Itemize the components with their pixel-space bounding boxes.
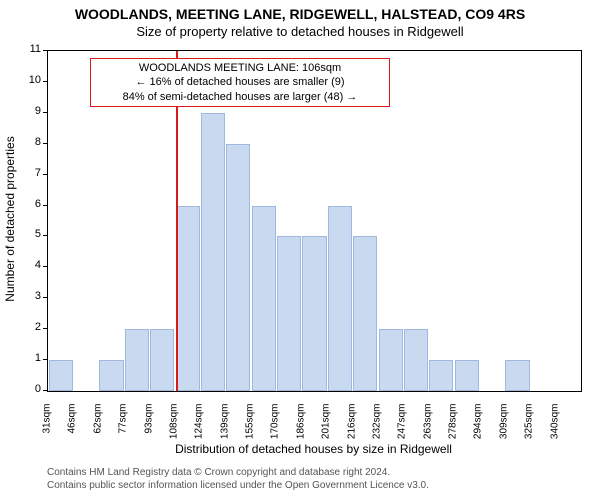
- histogram-bar: [505, 360, 529, 391]
- x-tick-label: 186sqm: [295, 404, 306, 454]
- histogram-bar: [176, 206, 200, 391]
- y-tick-label: 2: [23, 321, 41, 333]
- histogram-bar: [328, 206, 352, 391]
- histogram-bar: [226, 144, 250, 391]
- x-tick-label: 263sqm: [422, 404, 433, 454]
- x-tick-label: 62sqm: [92, 404, 103, 454]
- y-tick-label: 4: [23, 259, 41, 271]
- y-tick-label: 1: [23, 352, 41, 364]
- x-tick-label: 46sqm: [67, 404, 78, 454]
- footer-line: Contains HM Land Registry data © Crown c…: [47, 466, 429, 479]
- histogram-bar: [353, 236, 377, 391]
- x-tick-label: 247sqm: [397, 404, 408, 454]
- histogram-bar: [302, 236, 326, 391]
- annotation-line: WOODLANDS MEETING LANE: 106sqm: [95, 61, 385, 75]
- histogram-bar: [99, 360, 123, 391]
- histogram-bar: [404, 329, 428, 391]
- chart-container: WOODLANDS, MEETING LANE, RIDGEWELL, HALS…: [0, 0, 600, 500]
- y-tick-label: 11: [23, 43, 41, 55]
- x-tick-label: 340sqm: [549, 404, 560, 454]
- x-tick-label: 155sqm: [245, 404, 256, 454]
- y-tick-label: 7: [23, 167, 41, 179]
- y-tick-label: 3: [23, 290, 41, 302]
- footer-text: Contains HM Land Registry data © Crown c…: [47, 466, 429, 492]
- y-tick-label: 9: [23, 105, 41, 117]
- chart-title: WOODLANDS, MEETING LANE, RIDGEWELL, HALS…: [0, 6, 600, 22]
- annotation-box: WOODLANDS MEETING LANE: 106sqm← 16% of d…: [90, 58, 390, 107]
- histogram-bar: [277, 236, 301, 391]
- footer-line: Contains public sector information licen…: [47, 479, 429, 492]
- x-tick-label: 31sqm: [42, 404, 53, 454]
- x-tick-label: 325sqm: [524, 404, 535, 454]
- histogram-bar: [201, 113, 225, 391]
- annotation-line: ← 16% of detached houses are smaller (9): [95, 75, 385, 89]
- annotation-line: 84% of semi-detached houses are larger (…: [95, 90, 385, 104]
- y-axis-label: Number of detached properties: [3, 119, 17, 319]
- histogram-bar: [150, 329, 174, 391]
- x-tick-label: 216sqm: [346, 404, 357, 454]
- x-tick-label: 201sqm: [321, 404, 332, 454]
- chart-subtitle: Size of property relative to detached ho…: [0, 24, 600, 39]
- x-tick-label: 93sqm: [143, 404, 154, 454]
- histogram-bar: [379, 329, 403, 391]
- histogram-bar: [429, 360, 453, 391]
- x-tick-label: 278sqm: [448, 404, 459, 454]
- x-tick-label: 124sqm: [194, 404, 205, 454]
- histogram-bar: [49, 360, 73, 391]
- x-tick-label: 77sqm: [118, 404, 129, 454]
- y-tick-label: 5: [23, 228, 41, 240]
- x-tick-label: 139sqm: [219, 404, 230, 454]
- x-tick-label: 108sqm: [168, 404, 179, 454]
- histogram-bar: [125, 329, 149, 391]
- y-tick-label: 10: [23, 74, 41, 86]
- histogram-bar: [252, 206, 276, 391]
- y-tick-label: 8: [23, 136, 41, 148]
- x-tick-label: 232sqm: [371, 404, 382, 454]
- x-tick-label: 309sqm: [498, 404, 509, 454]
- x-tick-label: 294sqm: [473, 404, 484, 454]
- x-tick-label: 170sqm: [270, 404, 281, 454]
- histogram-bar: [455, 360, 479, 391]
- y-tick-label: 0: [23, 383, 41, 395]
- y-tick-label: 6: [23, 198, 41, 210]
